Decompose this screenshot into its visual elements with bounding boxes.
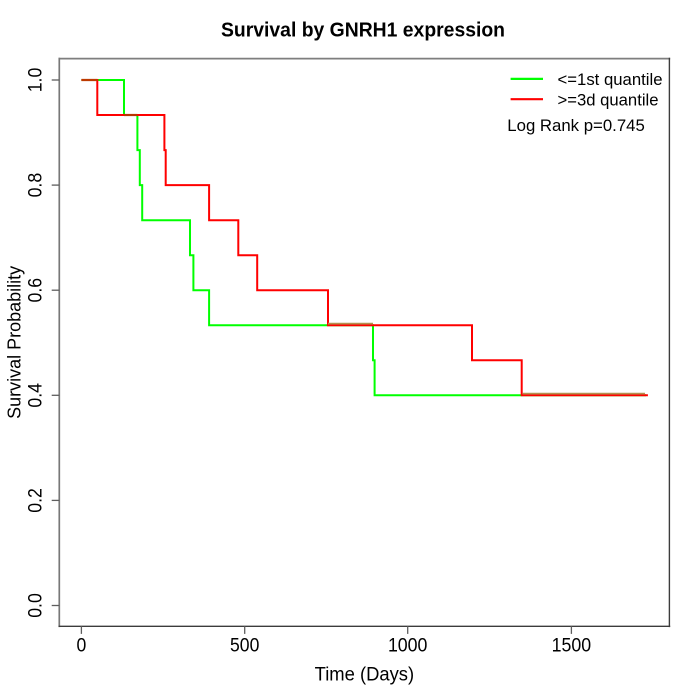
svg-text:Time (Days): Time (Days) bbox=[315, 665, 415, 686]
svg-text:500: 500 bbox=[230, 635, 259, 657]
svg-text:Survival Probability: Survival Probability bbox=[4, 266, 24, 419]
svg-text:1000: 1000 bbox=[388, 635, 428, 657]
svg-text:Survival by GNRH1 expression: Survival by GNRH1 expression bbox=[221, 20, 505, 42]
svg-text:1500: 1500 bbox=[552, 635, 592, 657]
svg-text:Log Rank p=0.745: Log Rank p=0.745 bbox=[507, 116, 645, 135]
svg-text:<=1st quantile: <=1st quantile bbox=[558, 70, 663, 89]
svg-text:0.4: 0.4 bbox=[25, 383, 47, 408]
svg-text:0.6: 0.6 bbox=[25, 278, 47, 303]
svg-text:0.8: 0.8 bbox=[25, 173, 47, 198]
svg-text:1.0: 1.0 bbox=[25, 68, 47, 93]
svg-text:0.0: 0.0 bbox=[25, 593, 47, 618]
svg-text:0.2: 0.2 bbox=[25, 488, 47, 513]
svg-text:0: 0 bbox=[77, 635, 87, 657]
svg-text:>=3d quantile: >=3d quantile bbox=[558, 91, 659, 110]
